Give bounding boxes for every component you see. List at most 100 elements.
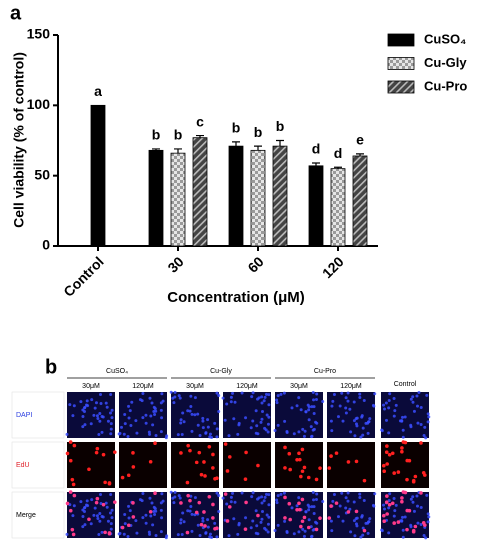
nucleus: [290, 406, 294, 410]
nucleus: [217, 393, 221, 397]
edu-nucleus: [71, 532, 76, 537]
nucleus: [411, 400, 415, 404]
edu-nucleus: [120, 525, 125, 530]
nucleus: [189, 504, 193, 508]
edu-nucleus: [295, 507, 299, 512]
nucleus: [110, 416, 114, 420]
error-bar: [276, 139, 284, 147]
nucleus: [348, 407, 352, 411]
nucleus: [65, 432, 69, 436]
nucleus: [99, 392, 103, 396]
nucleus: [106, 519, 110, 523]
nucleus: [426, 420, 430, 424]
nucleus: [240, 391, 244, 395]
nucleus: [97, 433, 101, 437]
micrograph-bg: [119, 442, 167, 488]
nucleus: [217, 493, 221, 497]
nucleus: [231, 491, 235, 495]
nucleus: [144, 413, 148, 417]
nucleus: [81, 514, 85, 518]
nucleus: [285, 431, 289, 435]
micrograph: [171, 442, 219, 488]
nucleus: [276, 394, 280, 398]
nucleus: [186, 409, 190, 413]
nucleus: [182, 420, 186, 424]
nucleus: [181, 411, 185, 415]
nucleus: [232, 517, 236, 521]
nucleus: [92, 513, 96, 517]
nucleus: [315, 492, 319, 496]
edu-nucleus: [72, 493, 77, 498]
nucleus: [267, 503, 271, 507]
nucleus: [79, 400, 83, 404]
significance-letter: b: [232, 120, 241, 136]
nucleus: [409, 397, 413, 401]
row-label-box: [11, 491, 65, 539]
edu-nucleus: [390, 451, 395, 456]
nucleus: [307, 518, 311, 522]
nucleus: [84, 503, 88, 507]
nucleus: [160, 416, 164, 420]
edu-nucleus: [314, 477, 319, 482]
nucleus: [68, 403, 72, 407]
nucleus: [346, 399, 350, 403]
edu-nucleus: [243, 477, 248, 481]
nucleus: [366, 531, 370, 535]
edu-nucleus: [194, 510, 199, 515]
edu-nucleus: [382, 519, 387, 524]
nucleus: [221, 396, 225, 400]
nucleus: [387, 406, 391, 410]
nucleus: [186, 509, 190, 513]
edu-nucleus: [120, 475, 125, 480]
nucleus: [314, 397, 318, 401]
y-tick-label: 150: [27, 26, 51, 42]
nucleus: [237, 423, 241, 427]
nucleus: [394, 403, 398, 407]
edu-nucleus: [113, 450, 117, 454]
nucleus: [110, 508, 114, 512]
edu-nucleus: [288, 467, 292, 472]
nucleus: [311, 428, 315, 432]
edu-nucleus: [297, 451, 301, 456]
nucleus: [285, 531, 289, 535]
micrograph: [65, 440, 117, 488]
nucleus: [292, 532, 296, 536]
edu-nucleus: [131, 515, 136, 519]
edu-nucleus: [101, 502, 106, 507]
nucleus: [262, 499, 266, 503]
nucleus: [387, 398, 391, 402]
nucleus: [100, 430, 104, 434]
nucleus: [303, 429, 307, 433]
nucleus: [89, 522, 93, 526]
nucleus: [330, 404, 334, 408]
nucleus: [151, 523, 155, 527]
nucleus: [267, 493, 271, 497]
edu-nucleus: [126, 473, 131, 478]
nucleus: [206, 525, 210, 529]
nucleus: [154, 534, 158, 538]
nucleus: [201, 426, 205, 430]
nucleus: [304, 410, 308, 414]
nucleus: [419, 523, 423, 527]
nucleus: [400, 415, 404, 419]
micrograph-bg: [119, 392, 167, 438]
nucleus: [411, 500, 415, 504]
nucleus: [148, 532, 152, 536]
nucleus: [426, 520, 430, 524]
nucleus: [330, 429, 334, 433]
nucleus: [338, 504, 342, 508]
nucleus: [282, 491, 286, 495]
edu-nucleus: [382, 463, 386, 468]
edu-nucleus: [384, 500, 389, 504]
nucleus: [250, 395, 254, 399]
edu-nucleus: [68, 458, 73, 463]
edu-nucleus: [87, 467, 91, 472]
nucleus: [301, 427, 305, 431]
nucleus: [227, 534, 231, 538]
column-label: 120μM: [132, 383, 154, 390]
nucleus: [401, 428, 405, 432]
nucleus: [152, 409, 156, 413]
nucleus: [311, 491, 315, 495]
bar: [250, 149, 266, 247]
edu-nucleus: [94, 450, 99, 455]
